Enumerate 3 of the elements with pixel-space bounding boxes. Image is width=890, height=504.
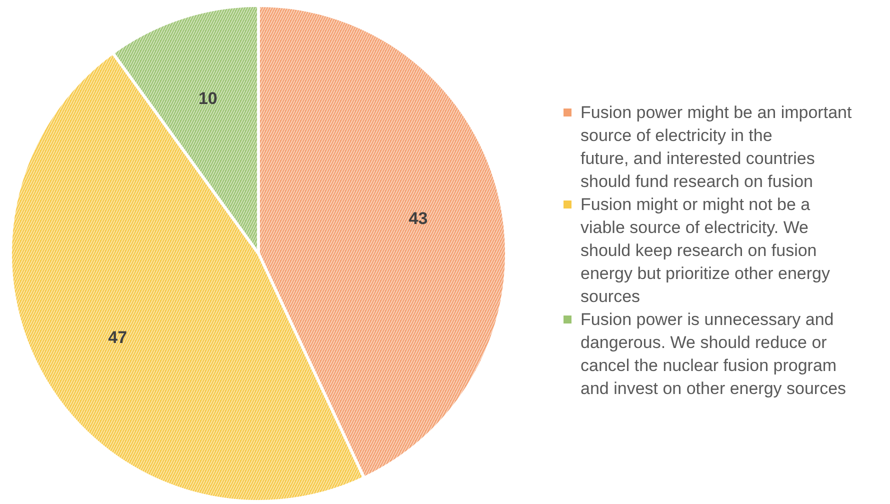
legend-label: Fusion power is unnecessary and dangerous. We should reduce or cancel the nuclear fusion program and invest on other energy sources xyxy=(580,310,846,398)
legend-label: Fusion might or might not be a viable source of electricity. We should keep research on fusion energy but prioritize other energy sources xyxy=(580,195,830,306)
legend-label: Fusion power might be an important source of electricity in the future, and interested countries should fund research on fusion xyxy=(580,103,852,191)
